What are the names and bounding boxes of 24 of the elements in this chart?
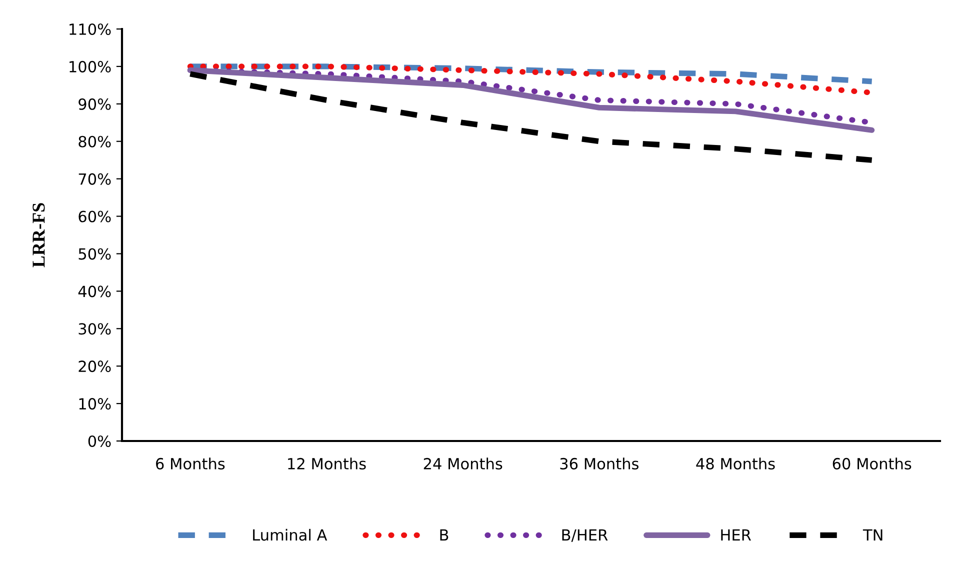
y-tick-label: 100%	[70, 60, 111, 72]
x-tick-label: 24 Months	[424, 458, 502, 470]
y-tick-label: 40%	[78, 286, 111, 298]
y-tick-label: 50%	[78, 248, 111, 260]
y-tick-label: 30%	[78, 323, 111, 335]
legend-label: HER	[721, 529, 752, 541]
x-tick-label: 6 Months	[156, 458, 225, 470]
legend-label: B/HER	[562, 529, 608, 542]
y-tick-label: 0%	[88, 435, 111, 448]
y-tick-label: 80%	[78, 136, 111, 148]
legend-label: B	[440, 529, 448, 541]
x-tick-label: 36 Months	[560, 458, 638, 470]
y-axis-title: LRR-FS	[32, 203, 45, 268]
y-tick-label: 10%	[79, 398, 111, 410]
x-tick-label: 48 Months	[696, 458, 775, 470]
y-tick-label: 90%	[78, 98, 111, 110]
y-tick-label: 70%	[78, 173, 111, 185]
legend-label: Luminal A	[253, 528, 328, 541]
y-tick-label: 20%	[78, 360, 111, 372]
legend-label: TN	[862, 529, 882, 541]
x-tick-label: 12 Months	[288, 458, 366, 470]
y-tick-label: 110%	[70, 23, 111, 36]
y-tick-label: 60%	[78, 210, 111, 222]
x-tick-label: 60 Months	[832, 458, 912, 470]
